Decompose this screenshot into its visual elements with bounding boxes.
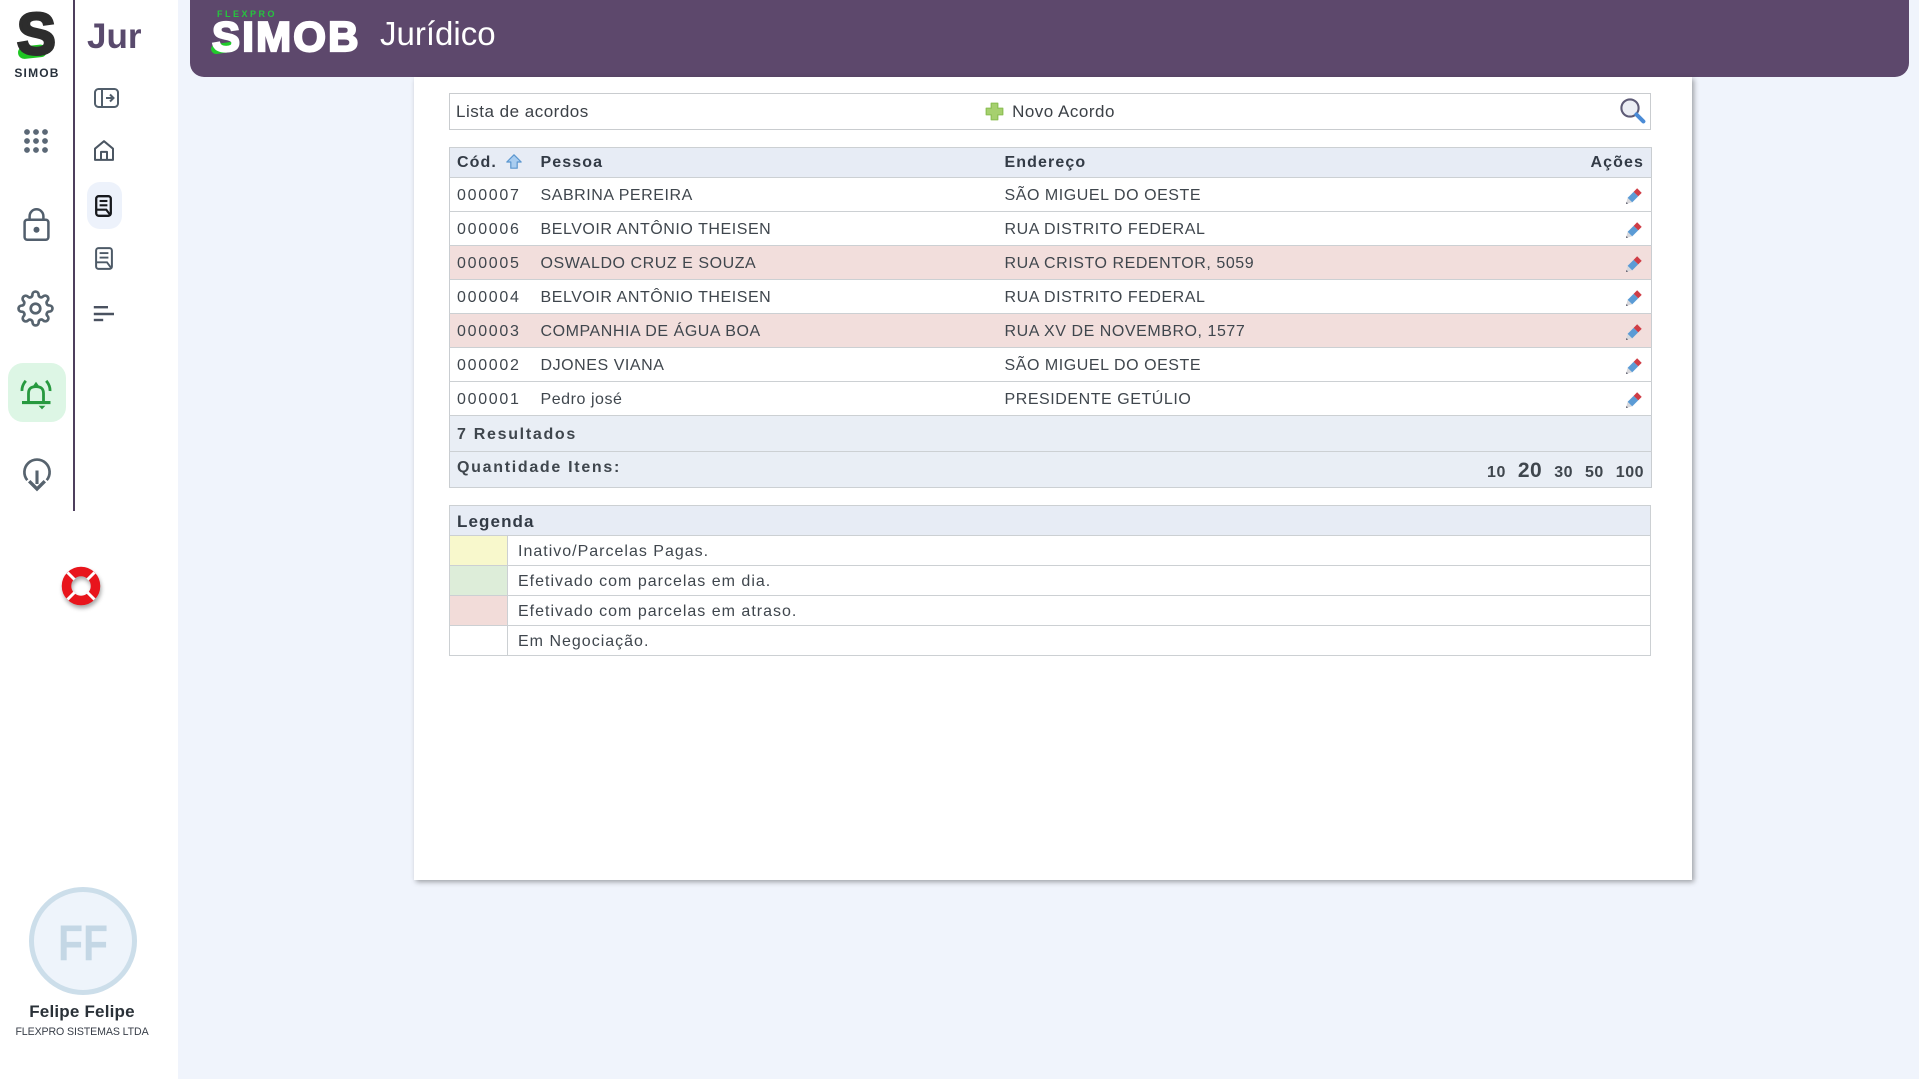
svg-text:S: S	[17, 6, 56, 62]
